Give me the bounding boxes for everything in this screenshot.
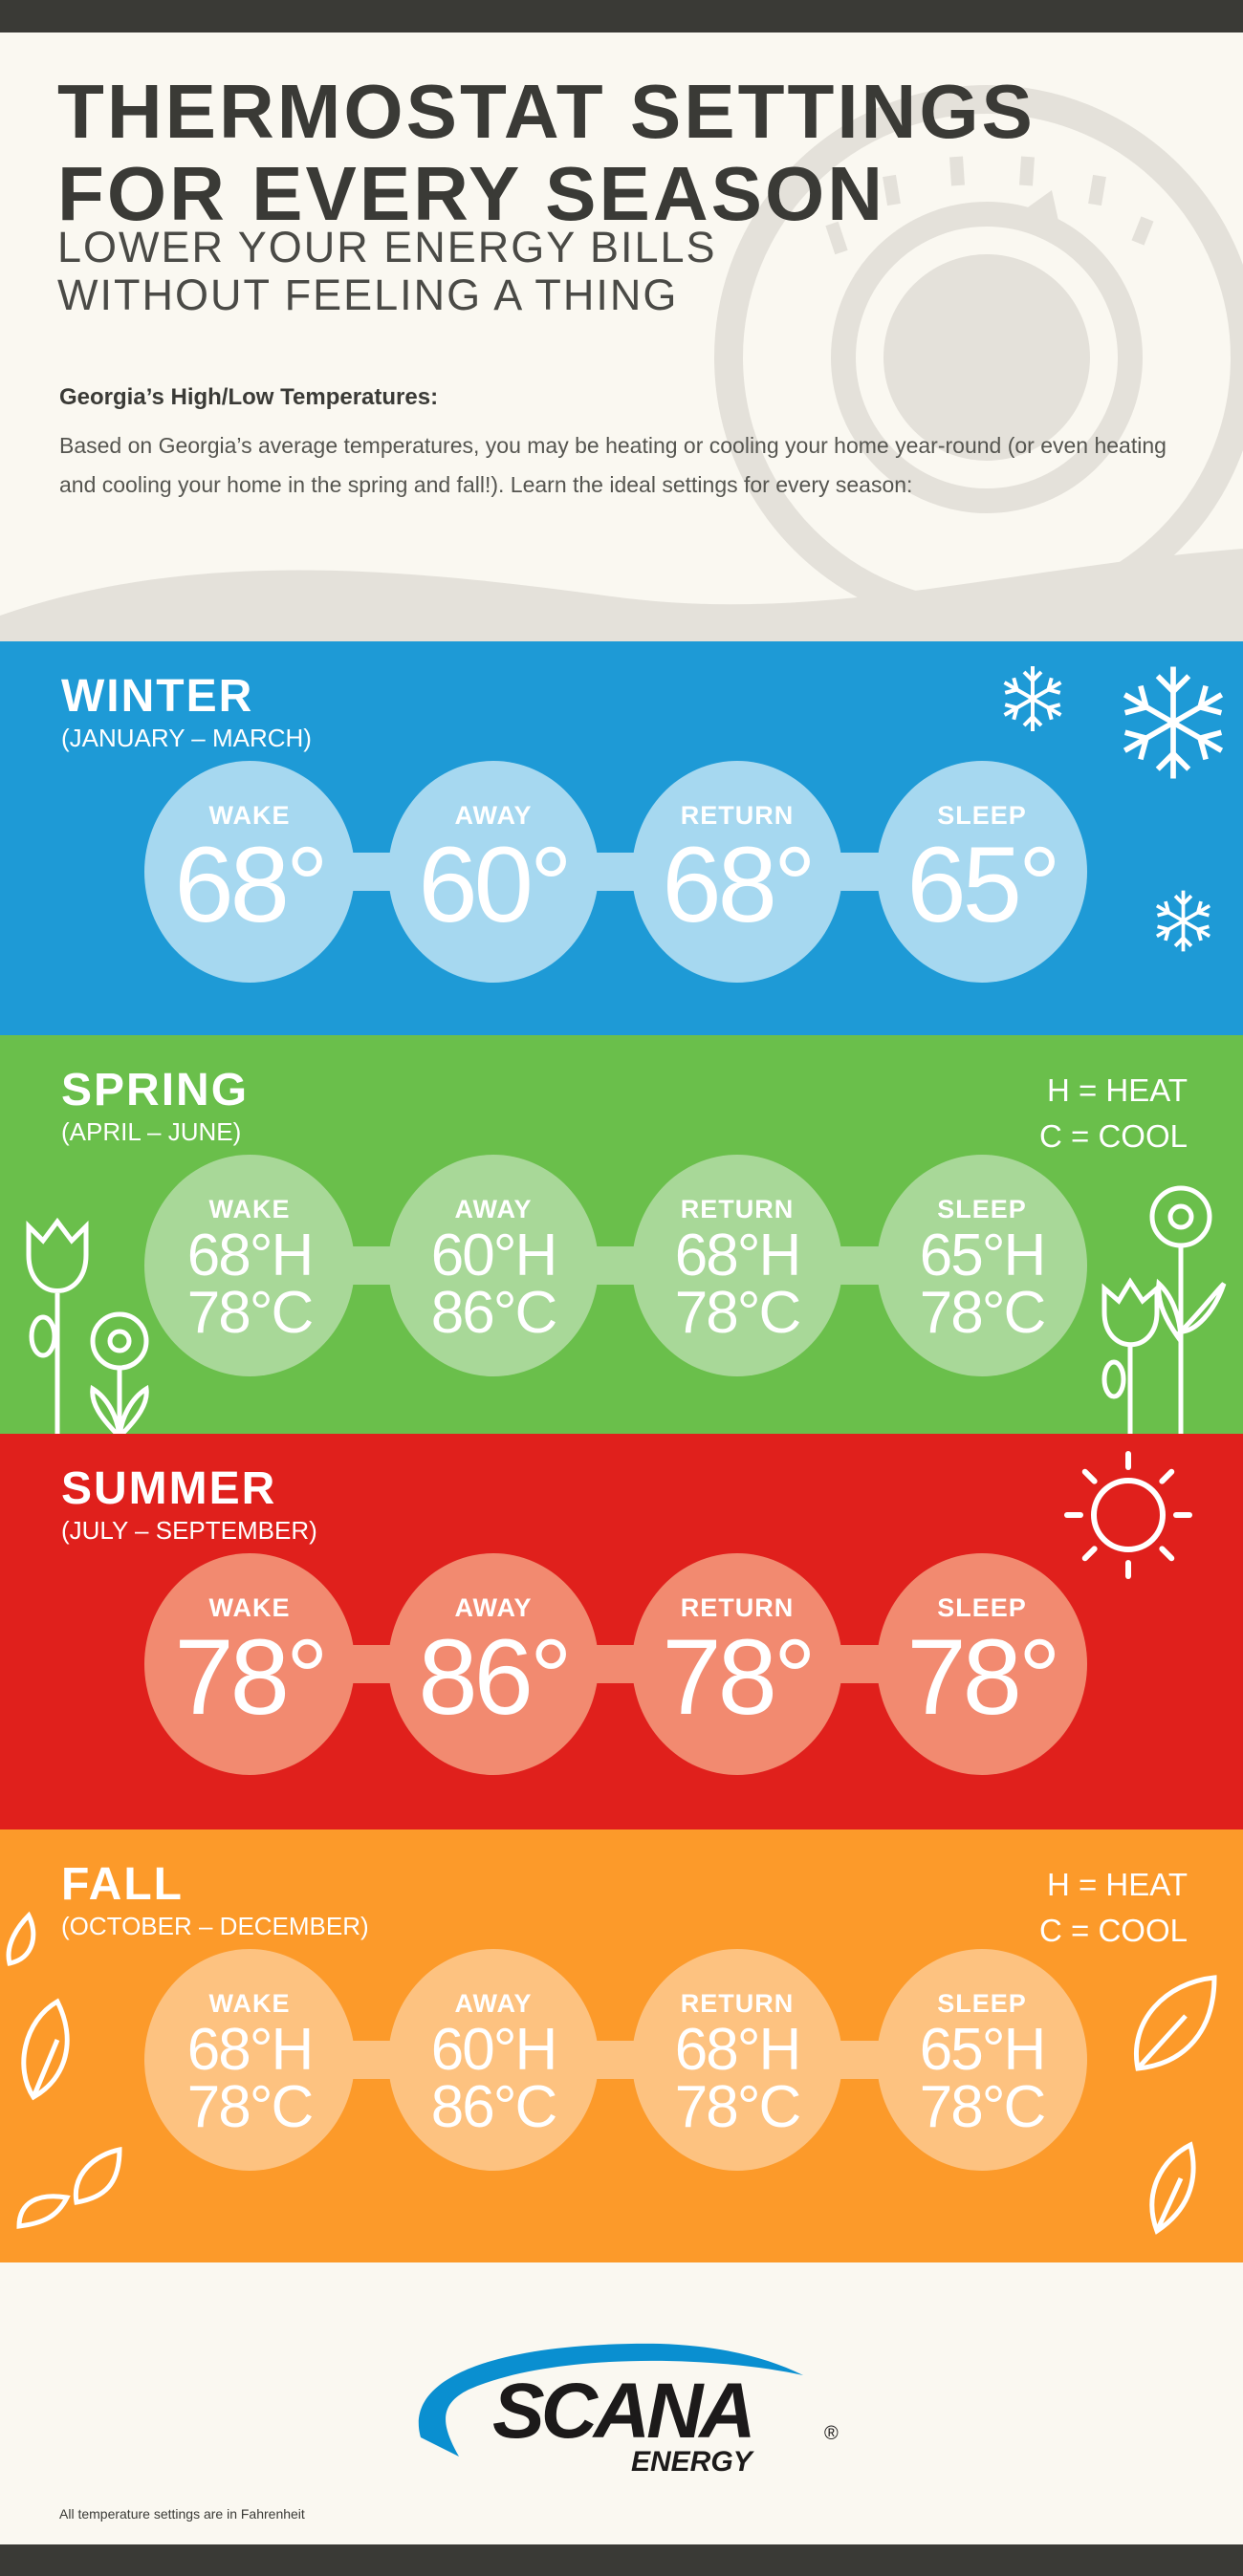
top-bar xyxy=(0,0,1243,32)
setting-heat-temperature: 68°H xyxy=(186,2017,315,2083)
setting-label: WAKE xyxy=(208,1989,291,2018)
leaf-icon xyxy=(6,1911,122,2229)
setting-cool-temperature: 78°C xyxy=(674,2074,802,2140)
svg-text:®: ® xyxy=(824,2423,839,2444)
setting-cool-temperature: 78°C xyxy=(186,2074,315,2140)
season-spring: SPRING (APRIL – JUNE) H = HEAT C = COOL WAK… xyxy=(0,1035,1243,1434)
logo-text: SCANA xyxy=(492,2368,752,2455)
setting-heat-temperature: 60°H xyxy=(430,1223,558,1288)
page-title: THERMOSTAT SETTINGS FOR EVERY SEASON xyxy=(57,69,1036,236)
intro-heading: Georgia’s High/Low Temperatures: xyxy=(59,384,439,410)
circle-connector xyxy=(250,1645,982,1683)
season-months: (APRIL – JUNE) xyxy=(61,1117,242,1146)
setting-cool-temperature: 86°C xyxy=(430,1280,558,1346)
setting-temperature: 60° xyxy=(418,825,572,944)
setting-circle-return: RETURN 78° xyxy=(632,1553,842,1775)
setting-circle-away: AWAY 60°H 86°C xyxy=(388,1949,599,2171)
season-summer: SUMMER (JULY – SEPTEMBER) WAKE 78° AWAY 86° R… xyxy=(0,1434,1243,1829)
thermostat-illustration xyxy=(0,85,1243,641)
season-title: SPRING xyxy=(61,1065,250,1115)
legend-item: H = HEAT xyxy=(1046,1072,1188,1108)
circle-connector xyxy=(250,2041,982,2079)
setting-circle-sleep: SLEEP 65°H 78°C xyxy=(877,1949,1087,2171)
page-subtitle: LOWER YOUR ENERGY BILLS WITHOUT FEELING … xyxy=(57,223,717,319)
setting-temperature: 78° xyxy=(906,1617,1060,1737)
setting-temperature: 78° xyxy=(174,1617,328,1737)
circle-connector xyxy=(250,1246,982,1285)
setting-circle-return: RETURN 68° xyxy=(632,761,842,983)
season-winter: WINTER (JANUARY – MARCH) WAKE 68° AWAY 60° RE… xyxy=(0,641,1243,1035)
setting-cool-temperature: 78°C xyxy=(186,1280,315,1346)
scana-energy-logo: SCANA ® ENERGY xyxy=(418,2343,839,2476)
setting-circle-wake: WAKE 78° xyxy=(144,1553,355,1775)
setting-cool-temperature: 78°C xyxy=(919,1280,1047,1346)
hero-header: THERMOSTAT SETTINGS FOR EVERY SEASON LOW… xyxy=(0,32,1243,641)
flower-icon xyxy=(26,1217,149,1434)
season-fall: FALL (OCTOBER – DECEMBER) H = HEAT C = COO… xyxy=(0,1829,1243,2262)
setting-temperature: 68° xyxy=(174,825,328,944)
snowflake-icon xyxy=(1123,666,1224,779)
setting-label: AWAY xyxy=(454,1593,533,1622)
setting-label: RETURN xyxy=(680,1989,795,2018)
intro-text: Based on Georgia’s average temperatures,… xyxy=(59,433,1167,497)
setting-circle-away: AWAY 60° xyxy=(388,761,599,983)
setting-circle-return: RETURN 68°H 78°C xyxy=(632,1155,842,1376)
setting-temperature: 86° xyxy=(418,1617,572,1737)
setting-label: SLEEP xyxy=(937,801,1027,830)
logo-subtext: ENERGY xyxy=(631,2446,755,2476)
setting-label: AWAY xyxy=(454,1195,533,1223)
season-title: SUMMER xyxy=(61,1463,277,1514)
setting-heat-temperature: 68°H xyxy=(186,1223,315,1288)
setting-label: SLEEP xyxy=(937,1195,1027,1223)
setting-circle-wake: WAKE 68°H 78°C xyxy=(144,1155,355,1376)
setting-label: SLEEP xyxy=(937,1989,1027,2018)
snowflake-icon xyxy=(1003,666,1062,731)
setting-label: SLEEP xyxy=(937,1593,1027,1622)
setting-label: AWAY xyxy=(454,1989,533,2018)
setting-heat-temperature: 68°H xyxy=(674,1223,802,1288)
setting-circle-away: AWAY 60°H 86°C xyxy=(388,1155,599,1376)
setting-heat-temperature: 68°H xyxy=(674,2017,802,2083)
heat-cool-legend: H = HEAT C = COOL xyxy=(1039,1862,1188,1954)
sun-icon xyxy=(1064,1451,1192,1579)
setting-cool-temperature: 78°C xyxy=(674,1280,802,1346)
setting-label: WAKE xyxy=(208,1593,291,1622)
setting-temperature: 78° xyxy=(662,1617,816,1737)
setting-circle-away: AWAY 86° xyxy=(388,1553,599,1775)
setting-heat-temperature: 60°H xyxy=(430,2017,558,2083)
season-title: FALL xyxy=(61,1859,184,1910)
setting-label: RETURN xyxy=(680,1593,795,1622)
circle-connector xyxy=(250,853,982,891)
setting-circle-wake: WAKE 68° xyxy=(144,761,355,983)
season-title: WINTER xyxy=(61,671,254,722)
setting-cool-temperature: 86°C xyxy=(430,2074,558,2140)
snowflake-icon xyxy=(1155,890,1211,952)
setting-temperature: 68° xyxy=(662,825,816,944)
setting-heat-temperature: 65°H xyxy=(919,1223,1047,1288)
setting-circle-sleep: SLEEP 78° xyxy=(877,1553,1087,1775)
season-months: (JANUARY – MARCH) xyxy=(61,724,312,752)
bottom-bar xyxy=(0,2544,1243,2576)
setting-circle-sleep: SLEEP 65° xyxy=(877,761,1087,983)
setting-circle-return: RETURN 68°H 78°C xyxy=(632,1949,842,2171)
setting-label: WAKE xyxy=(208,1195,291,1223)
setting-label: RETURN xyxy=(680,1195,795,1223)
setting-circle-wake: WAKE 68°H 78°C xyxy=(144,1949,355,2171)
season-months: (OCTOBER – DECEMBER) xyxy=(61,1912,369,1940)
flower-icon xyxy=(1101,1185,1227,1434)
legend-item: C = COOL xyxy=(1039,1913,1188,1948)
season-months: (JULY – SEPTEMBER) xyxy=(61,1516,317,1545)
setting-heat-temperature: 65°H xyxy=(919,2017,1047,2083)
heat-cool-legend: H = HEAT C = COOL xyxy=(1039,1068,1188,1159)
footnote: All temperature settings are in Fahrenhe… xyxy=(59,2506,305,2522)
setting-circle-sleep: SLEEP 65°H 78°C xyxy=(877,1155,1087,1376)
setting-label: WAKE xyxy=(208,801,291,830)
setting-temperature: 65° xyxy=(906,825,1060,944)
legend-item: H = HEAT xyxy=(1046,1867,1188,1902)
setting-cool-temperature: 78°C xyxy=(919,2074,1047,2140)
setting-label: RETURN xyxy=(680,801,795,830)
leaf-icon xyxy=(1134,1975,1217,2235)
legend-item: C = COOL xyxy=(1039,1118,1188,1154)
setting-label: AWAY xyxy=(454,801,533,830)
